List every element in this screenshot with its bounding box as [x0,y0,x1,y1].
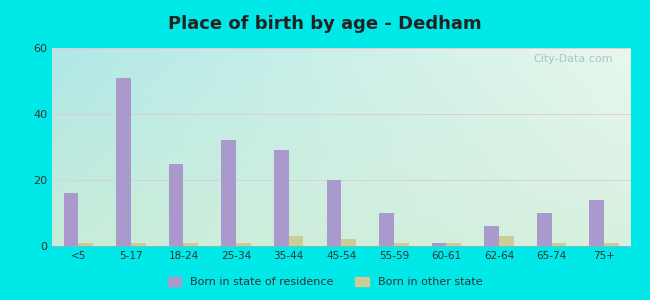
Bar [341,239,356,246]
Text: Place of birth by age - Dedham: Place of birth by age - Dedham [168,15,482,33]
Bar [537,213,552,246]
Bar [590,200,605,246]
Bar [326,180,341,246]
Bar [552,243,566,246]
Bar [236,243,251,246]
Bar [131,243,146,246]
Bar [484,226,499,246]
Bar [274,150,289,246]
Bar [394,243,409,246]
Text: City-Data.com: City-Data.com [534,54,613,64]
Bar [183,243,198,246]
Legend: Born in state of residence, Born in other state: Born in state of residence, Born in othe… [163,272,487,291]
Bar [447,243,461,246]
Bar [78,243,93,246]
Bar [222,140,236,246]
Bar [64,193,78,246]
Bar [432,243,447,246]
Bar [169,164,183,246]
Bar [116,78,131,246]
Bar [379,213,394,246]
Bar [289,236,304,246]
Bar [604,243,619,246]
Bar [499,236,514,246]
